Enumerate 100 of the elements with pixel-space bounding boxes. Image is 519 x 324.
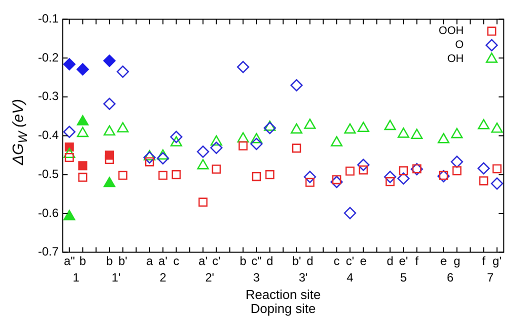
point xyxy=(410,128,423,140)
point xyxy=(170,136,182,146)
y-tick-label: -0.5 xyxy=(38,166,59,181)
point xyxy=(210,142,223,154)
point xyxy=(452,166,462,176)
text: 4 xyxy=(346,270,354,285)
point xyxy=(210,135,222,146)
x-tick-label: c xyxy=(173,254,180,268)
x-tick-label: a xyxy=(146,254,154,268)
point xyxy=(292,144,302,153)
point xyxy=(158,170,168,180)
x-tick-label: d xyxy=(306,254,314,268)
point xyxy=(172,170,181,180)
point xyxy=(264,120,276,131)
point xyxy=(64,210,76,220)
point xyxy=(384,170,396,184)
point xyxy=(264,122,276,134)
point xyxy=(104,125,116,136)
text: 6 xyxy=(446,270,454,285)
point xyxy=(64,152,74,162)
point xyxy=(250,138,263,150)
point xyxy=(198,198,208,207)
point xyxy=(344,123,356,134)
text: 3 xyxy=(253,270,260,285)
point xyxy=(212,164,221,174)
point xyxy=(398,166,408,176)
point xyxy=(304,170,316,184)
legend-label: OH xyxy=(447,53,464,66)
point xyxy=(76,63,89,76)
point xyxy=(344,206,356,220)
point xyxy=(252,172,261,182)
point xyxy=(196,146,210,158)
point xyxy=(305,178,314,187)
point xyxy=(357,158,370,172)
text: 3' xyxy=(298,270,308,285)
x-tick-label: f xyxy=(482,254,486,268)
y-tick-label: -0.6 xyxy=(38,206,59,220)
x-tick-label: b xyxy=(79,254,86,268)
x-tick-label: b' xyxy=(292,254,302,268)
point xyxy=(157,149,169,160)
point xyxy=(330,136,342,146)
point xyxy=(450,156,464,168)
x-tick-label: g xyxy=(454,254,460,268)
x-tick-label: b xyxy=(106,254,114,268)
point xyxy=(64,148,76,158)
x-axis-title: Reaction site xyxy=(246,287,321,302)
point xyxy=(76,126,89,138)
point xyxy=(118,170,128,180)
point xyxy=(478,162,490,175)
text: 5 xyxy=(400,270,408,285)
point xyxy=(398,128,410,138)
point xyxy=(490,177,504,190)
x-tick-label: a' xyxy=(198,254,208,268)
text: 1' xyxy=(112,270,121,285)
point xyxy=(236,60,250,74)
point xyxy=(116,66,129,78)
point xyxy=(237,132,249,143)
point xyxy=(492,164,502,174)
x-tick-label: a' xyxy=(158,254,168,268)
point xyxy=(197,159,209,170)
x-tick-label: f xyxy=(415,254,420,268)
point xyxy=(384,120,396,130)
x-tick-label: c" xyxy=(251,254,262,268)
point xyxy=(438,132,450,144)
text: 2' xyxy=(205,270,214,285)
point xyxy=(358,122,370,132)
point xyxy=(290,79,303,92)
point xyxy=(250,132,262,144)
point xyxy=(78,172,88,182)
text: 1 xyxy=(72,270,80,285)
point xyxy=(330,176,343,188)
point xyxy=(345,166,355,176)
point xyxy=(397,172,410,185)
point xyxy=(478,119,490,130)
x-tick-label: c' xyxy=(346,254,354,268)
x-tick-label: d xyxy=(266,254,274,268)
point xyxy=(103,54,116,67)
point xyxy=(78,161,88,170)
x-tick-label: a" xyxy=(64,254,75,268)
point xyxy=(491,122,503,133)
y-tick-label: -0.1 xyxy=(38,12,59,26)
point xyxy=(479,176,488,186)
x-tick-label: e' xyxy=(398,254,408,268)
x-tick-label: c xyxy=(334,254,340,268)
x-tick-label: e xyxy=(440,254,448,268)
y-tick-label: -0.3 xyxy=(38,89,59,104)
point xyxy=(76,115,89,126)
y-tick-label: -0.2 xyxy=(38,50,59,64)
x-tick-label: g' xyxy=(492,254,502,268)
point xyxy=(437,170,450,182)
text: 2 xyxy=(160,270,167,285)
x-tick-label: e xyxy=(360,254,368,268)
x-tick-label: d xyxy=(386,254,394,268)
point xyxy=(265,170,274,180)
x-tick-label: b' xyxy=(118,254,128,268)
point xyxy=(451,128,463,138)
legend-label: O xyxy=(455,39,464,52)
point xyxy=(63,58,76,70)
y-tick-label: -0.7 xyxy=(38,244,59,259)
point xyxy=(143,151,156,164)
